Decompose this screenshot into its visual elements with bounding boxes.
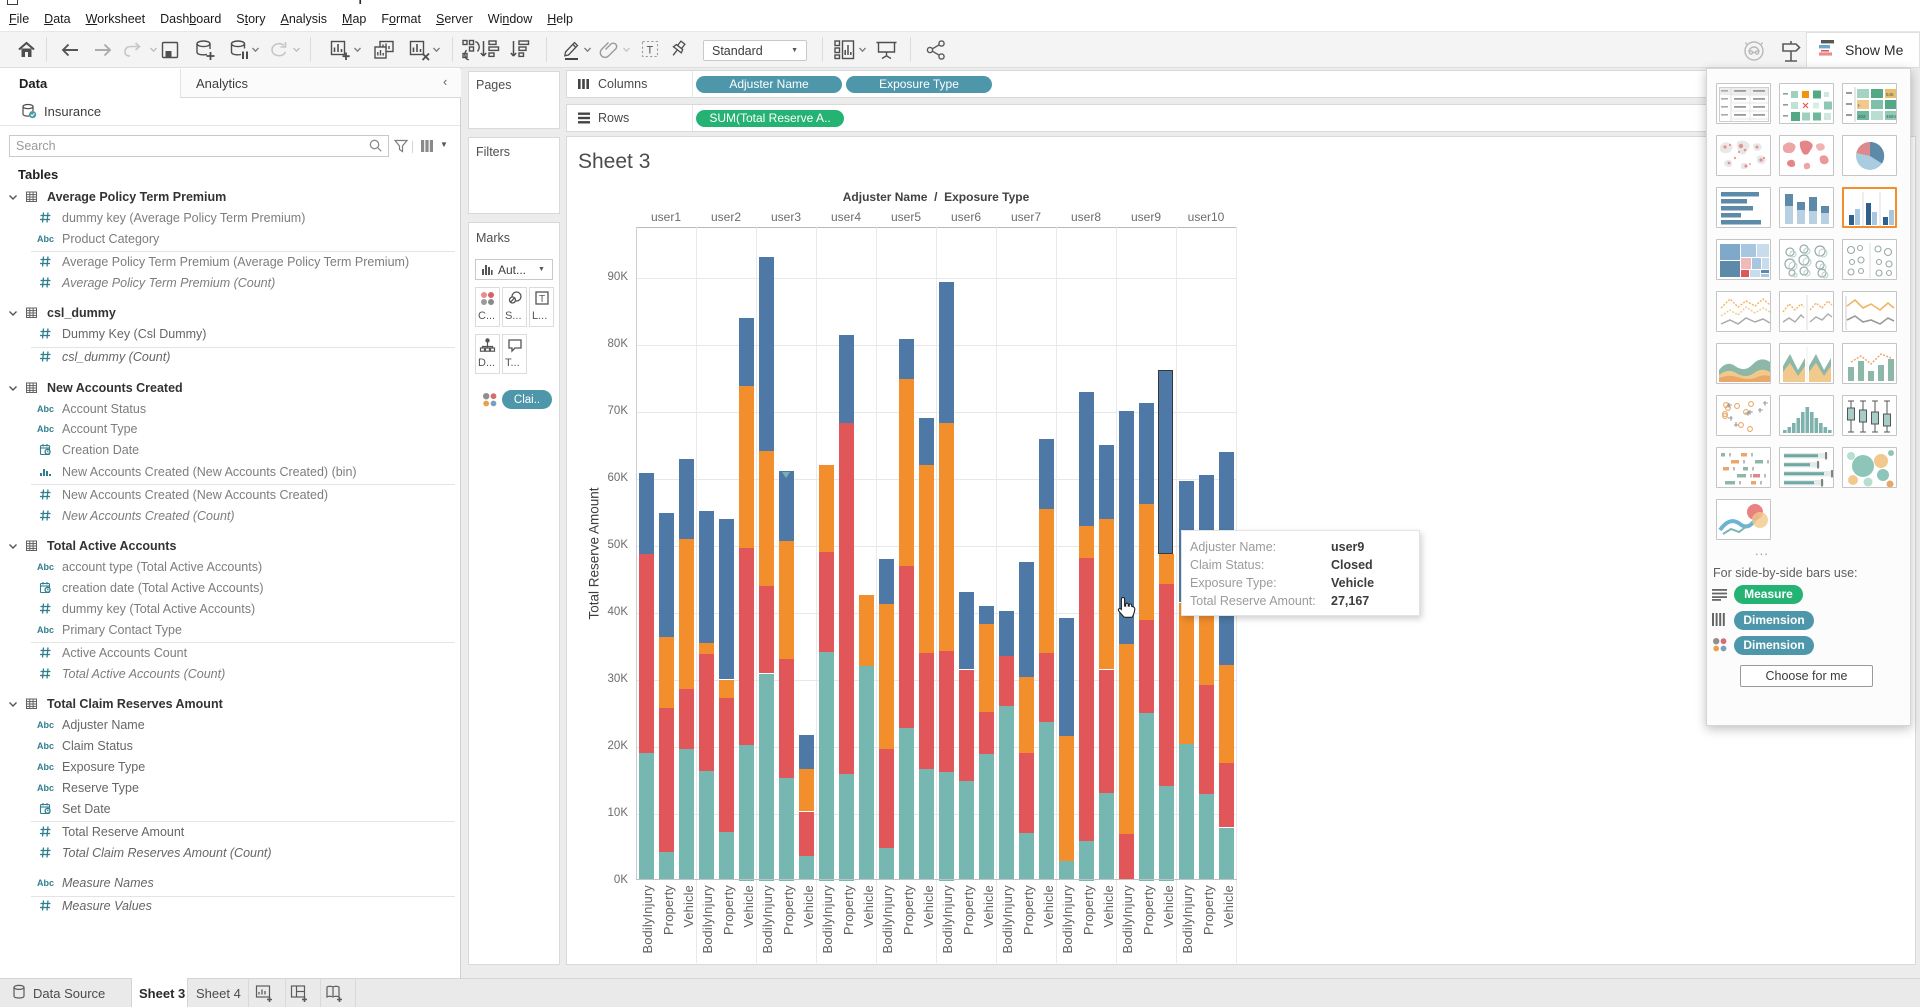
svg-text:T: T <box>647 45 654 57</box>
svg-text:T: T <box>539 294 545 305</box>
svg-text:4684: 4684 <box>1886 114 1897 119</box>
svg-text:202: 202 <box>1858 114 1866 119</box>
svg-text:546: 546 <box>1886 92 1894 97</box>
